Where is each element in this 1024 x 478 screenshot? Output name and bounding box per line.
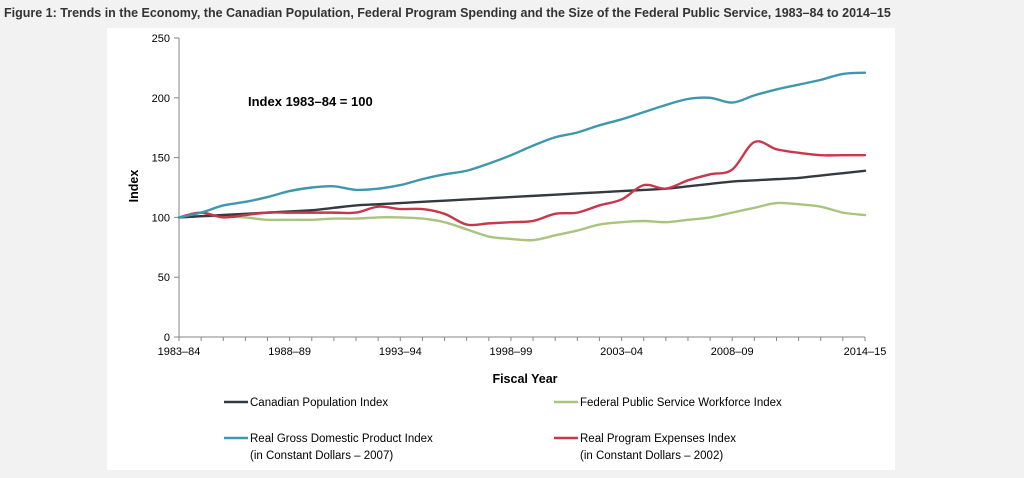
x-tick-label: 2014–15 xyxy=(844,346,887,358)
y-tick-label: 150 xyxy=(152,153,170,165)
legend-sublabel-real-program-expenses-index: (in Constant Dollars – 2002) xyxy=(580,450,723,462)
y-tick-label: 200 xyxy=(152,93,170,105)
y-axis: 0 50 100 150 200 250 xyxy=(152,33,180,344)
x-tick-label: 2003–04 xyxy=(600,346,643,358)
legend-label-canadian-population-index: Canadian Population Index xyxy=(250,397,388,409)
series-lines xyxy=(177,71,867,242)
x-axis: 1983–84 1988–89 1993–94 1998–99 2003–04 2008–… xyxy=(158,336,887,358)
x-tick-label: 1988–89 xyxy=(268,346,311,358)
series-line-canadian-population-index xyxy=(177,169,867,219)
y-axis-label: Index xyxy=(127,170,141,203)
legend-sublabel-real-gross-domestic-product-index: (in Constant Dollars – 2007) xyxy=(250,450,393,462)
x-tick-label: 1993–94 xyxy=(379,346,422,358)
legend: Canadian Population Index Federal Public … xyxy=(224,397,782,462)
legend-label-real-gross-domestic-product-index: Real Gross Domestic Product Index xyxy=(250,433,433,445)
x-axis-label: Fiscal Year xyxy=(492,372,557,386)
y-tick-label: 250 xyxy=(152,33,170,45)
y-tick-label: 100 xyxy=(152,212,170,224)
y-tick-label: 0 xyxy=(164,332,170,344)
series-line-real-program-expenses-index xyxy=(177,140,867,227)
series-line-real-gross-domestic-product-index xyxy=(177,71,867,219)
series-line-federal-public-service-workforce-index xyxy=(177,201,867,242)
figure-title: Figure 1: Trends in the Economy, the Can… xyxy=(4,6,891,20)
chart-panel: 0 50 100 150 200 250 1983–84 1988–89 1993–94 199… xyxy=(107,28,895,470)
legend-label-federal-public-service-workforce-index: Federal Public Service Workforce Index xyxy=(580,397,782,409)
x-tick-label: 1983–84 xyxy=(158,346,201,358)
y-tick-label: 50 xyxy=(158,272,170,284)
x-tick-label: 1998–99 xyxy=(490,346,533,358)
line-chart: 0 50 100 150 200 250 1983–84 1988–89 1993–94 199… xyxy=(127,33,887,462)
x-tick-label: 2008–09 xyxy=(711,346,754,358)
legend-label-real-program-expenses-index: Real Program Expenses Index xyxy=(580,433,736,445)
index-annotation: Index 1983–84 = 100 xyxy=(248,94,373,109)
